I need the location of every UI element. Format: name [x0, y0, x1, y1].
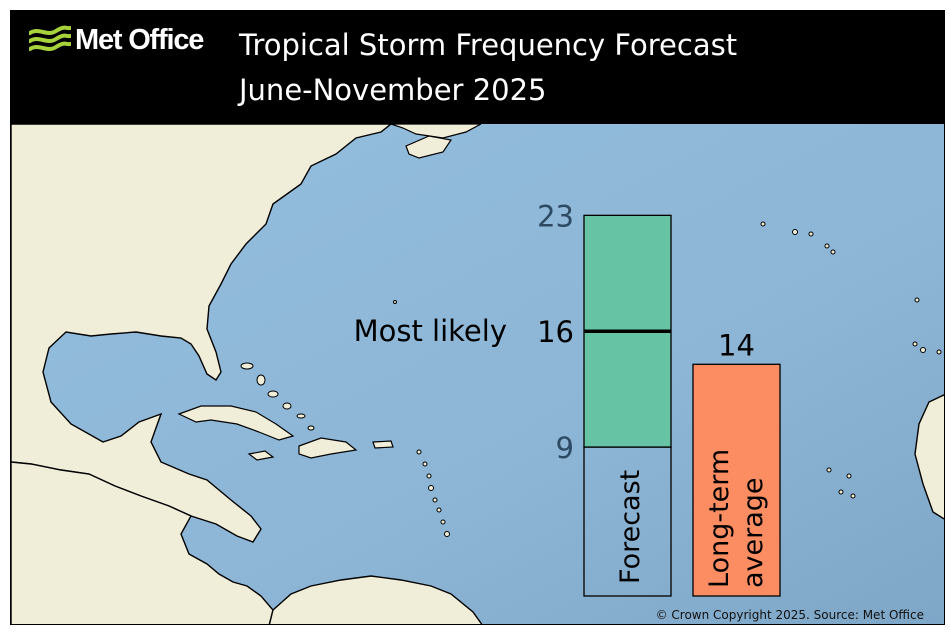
storm-forecast-chart: 23 16 9 Most likely 14 Forecast Long-term avera…	[354, 199, 781, 597]
land-hispaniola	[298, 437, 358, 459]
tick-label-23: 23	[537, 199, 574, 233]
land-atlantic-islands	[393, 221, 942, 499]
tick-label-16: 16	[537, 315, 574, 349]
met-office-logo: Met Office	[29, 24, 204, 56]
long-term-average-bar	[692, 363, 781, 597]
land-puerto-rico	[372, 440, 394, 449]
header-bar: Met Office Tropical Storm Frequency Fore…	[11, 11, 944, 124]
atlantic-basemap	[11, 124, 944, 624]
land-newfoundland	[405, 135, 453, 159]
figure-frame: Met Office Tropical Storm Frequency Fore…	[10, 10, 945, 625]
category-label-long-term-line1: Long-term	[704, 449, 735, 588]
land-lesser-antilles	[416, 449, 450, 537]
land-bahamas	[240, 362, 315, 431]
chart-subtitle: June-November 2025	[239, 73, 547, 107]
brand-name: Met Office	[75, 24, 204, 56]
land-africa	[914, 394, 944, 520]
copyright-notice: © Crown Copyright 2025. Source: Met Offi…	[655, 608, 924, 622]
chart-title: Tropical Storm Frequency Forecast	[239, 28, 738, 62]
land-south-america	[268, 575, 483, 624]
land-jamaica	[247, 450, 275, 461]
category-label-forecast: Forecast	[615, 470, 646, 584]
most-likely-label: Most likely	[354, 314, 507, 348]
tick-label-9: 9	[556, 431, 574, 465]
category-label-long-term-line2: average	[738, 477, 769, 588]
met-office-swirl-icon	[29, 25, 71, 51]
land-cuba	[177, 405, 295, 441]
land-north-america	[11, 124, 393, 543]
long-term-average-value: 14	[718, 328, 755, 362]
